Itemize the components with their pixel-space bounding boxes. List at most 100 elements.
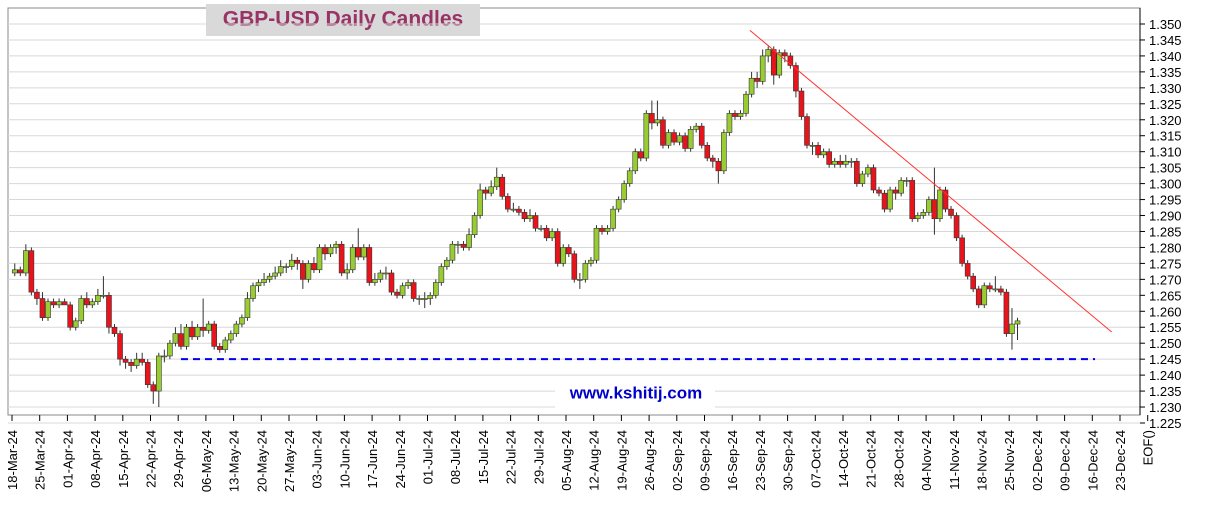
candle-body — [543, 227, 550, 239]
x-tick-label: 15-Apr-24 — [116, 430, 131, 488]
candle-body — [721, 132, 727, 172]
candle-body — [277, 266, 284, 274]
candle-body — [632, 151, 639, 172]
candle-body — [211, 323, 218, 347]
x-tick-label: 16-Dec-24 — [1085, 430, 1100, 491]
candle-body — [671, 132, 677, 143]
candle-body — [372, 279, 378, 283]
x-tick-label: 19-Aug-24 — [614, 430, 629, 491]
y-tick-label: 1.270 — [1149, 272, 1182, 287]
candle-body — [654, 119, 661, 124]
y-tick-label: 1.285 — [1149, 224, 1182, 239]
y-tick-label: 1.295 — [1149, 193, 1182, 208]
y-tick-label: 1.265 — [1149, 288, 1182, 303]
candle-body — [831, 160, 838, 165]
candle-body — [471, 215, 478, 235]
y-tick-label: 1.230 — [1149, 400, 1182, 415]
candle-body — [67, 304, 73, 328]
candle-body — [250, 285, 256, 299]
candle-body — [477, 189, 483, 216]
candle-body — [898, 180, 904, 194]
x-tick-label: 09-Dec-24 — [1058, 430, 1073, 491]
candle-body — [964, 263, 971, 277]
y-tick-label: 1.305 — [1149, 161, 1182, 176]
candle-body — [222, 339, 229, 350]
candle-body — [133, 358, 140, 366]
candle-body — [100, 295, 107, 297]
candle-body — [194, 326, 201, 338]
plot-area — [7, 7, 1141, 416]
candle-body — [117, 333, 123, 360]
y-tick-label: 1.240 — [1149, 368, 1182, 383]
candle-body — [239, 317, 245, 325]
candle-body — [710, 157, 716, 162]
candle-body — [56, 301, 62, 306]
candle-body — [360, 247, 367, 258]
x-tick-label: 20-May-24 — [254, 430, 269, 492]
candle-body — [748, 77, 755, 95]
x-tick-label: 21-Oct-24 — [864, 430, 879, 488]
candle-body — [527, 215, 533, 220]
candle-body — [842, 160, 849, 165]
candle-body — [848, 160, 855, 163]
candle-body — [798, 90, 805, 117]
x-tick-label: 16-Sep-24 — [725, 430, 740, 491]
candle-body — [388, 272, 395, 293]
candle-body — [604, 227, 611, 232]
candle-body — [466, 234, 472, 248]
candle-body — [599, 227, 605, 232]
y-tick-label: 1.340 — [1149, 49, 1182, 64]
candle-body — [305, 263, 312, 280]
candle-body — [565, 247, 572, 255]
x-tick-label: 03-Jun-24 — [310, 430, 325, 489]
candle-body — [903, 180, 910, 182]
x-tick-label: 25-Nov-24 — [1002, 430, 1017, 491]
x-tick-label: 05-Aug-24 — [559, 430, 574, 491]
candle-body — [11, 269, 18, 274]
candle-body — [510, 208, 517, 211]
candle-body — [272, 272, 278, 277]
x-tick-label: 18-Nov-24 — [975, 430, 990, 491]
y-tick-label: 1.325 — [1149, 97, 1182, 112]
candle-body — [665, 132, 672, 146]
x-tick-label: 18-Mar-24 — [5, 430, 20, 490]
candle-body — [17, 269, 24, 274]
x-tick-label: 22-Jul-24 — [504, 430, 519, 484]
candle-body — [643, 113, 650, 159]
candle-body — [687, 129, 694, 149]
candle-body — [294, 259, 301, 264]
candle-body — [948, 208, 954, 216]
x-tick-label: 26-Aug-24 — [642, 430, 657, 491]
candle-body — [216, 346, 223, 350]
y-tick-label: 1.300 — [1149, 177, 1182, 192]
y-tick-label: 1.320 — [1149, 113, 1182, 128]
x-tick-label: EOF() — [1141, 430, 1156, 465]
x-tick-label: 22-Apr-24 — [144, 430, 159, 488]
candle-body — [128, 362, 134, 366]
candle-body — [815, 144, 821, 156]
y-tick-label: 1.280 — [1149, 240, 1182, 255]
candle-body — [300, 263, 306, 280]
candle-body — [770, 49, 777, 76]
candle-body — [959, 237, 965, 264]
y-tick-label: 1.245 — [1149, 352, 1182, 367]
candle-body — [892, 189, 899, 194]
candle-body — [571, 253, 578, 280]
candle-body — [981, 285, 988, 306]
candle-body — [150, 384, 157, 392]
candle-body — [505, 196, 511, 210]
candle-body — [593, 227, 600, 261]
x-tick-label: 15-Jul-24 — [476, 430, 491, 484]
chart-title: GBP-USD Daily Candles — [223, 8, 463, 31]
y-tick-label: 1.250 — [1149, 336, 1182, 351]
x-tick-label: 01-Apr-24 — [60, 430, 75, 488]
candle-body — [782, 52, 788, 57]
candle-body — [139, 358, 145, 363]
candle-body — [377, 272, 384, 280]
x-tick-label: 29-Apr-24 — [171, 430, 186, 488]
candle-body — [394, 291, 400, 296]
candle-body — [338, 243, 345, 274]
candle-body — [244, 298, 251, 318]
candle-body — [106, 295, 112, 328]
candle-body — [953, 215, 960, 239]
